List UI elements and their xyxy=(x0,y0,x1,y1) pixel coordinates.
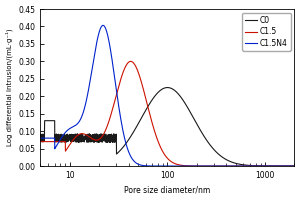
C1.5N4 xyxy=(70,126,73,129)
C1.5N4 xyxy=(143,164,146,167)
C0 xyxy=(154,93,158,96)
Line: C1.5: C1.5 xyxy=(40,61,300,166)
C0 xyxy=(39,135,42,137)
C1.5 xyxy=(70,141,73,143)
Line: C1.5N4: C1.5N4 xyxy=(40,25,300,166)
C1.5 xyxy=(39,140,42,143)
Legend: C0, C1.5, C1.5N4: C0, C1.5, C1.5N4 xyxy=(242,13,291,51)
C1.5N4 xyxy=(39,137,42,139)
C1.5N4 xyxy=(86,94,89,96)
Y-axis label: Log differential intrusion/(mL·g⁻¹): Log differential intrusion/(mL·g⁻¹) xyxy=(6,29,13,146)
C0 xyxy=(143,111,146,114)
C1.5 xyxy=(275,165,279,167)
Line: C0: C0 xyxy=(40,88,300,166)
C1.5N4 xyxy=(154,165,158,167)
C1.5 xyxy=(154,135,158,138)
C1.5N4 xyxy=(101,24,105,27)
C0 xyxy=(275,165,279,167)
C1.5 xyxy=(129,60,133,63)
C0 xyxy=(70,134,73,137)
X-axis label: Pore size diameter/nm: Pore size diameter/nm xyxy=(124,185,211,194)
C1.5 xyxy=(143,93,146,95)
C1.5 xyxy=(86,134,89,137)
C1.5N4 xyxy=(275,165,279,167)
C0 xyxy=(86,134,89,136)
C0 xyxy=(166,86,169,89)
